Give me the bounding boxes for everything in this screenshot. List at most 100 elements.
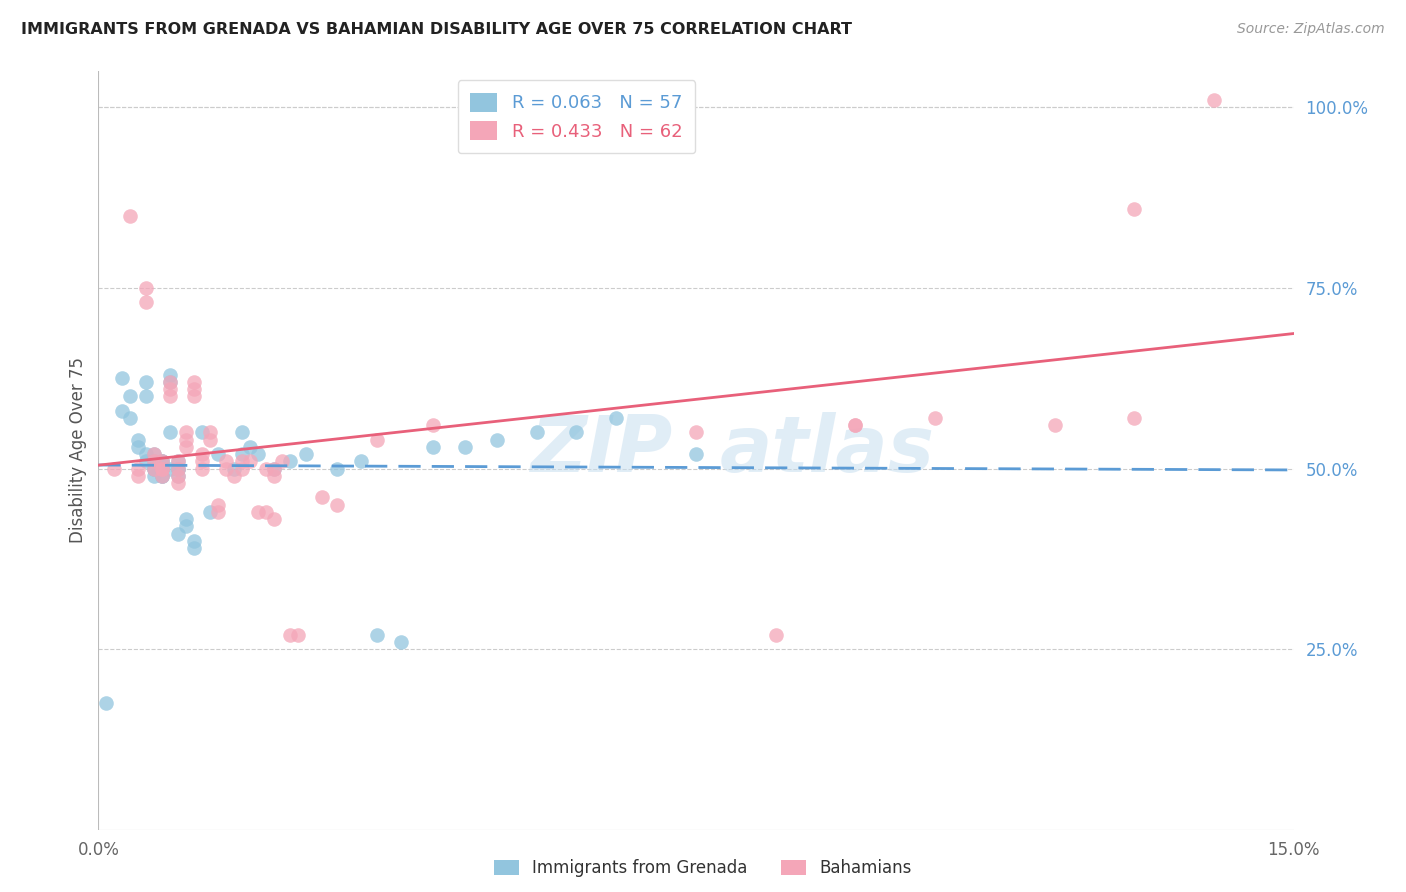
Point: [215, 454, 238, 468]
Point: [198, 433, 221, 447]
Point: [231, 461, 253, 475]
Point: [167, 475, 190, 490]
Point: [222, 468, 245, 483]
Point: [366, 627, 388, 641]
Point: [278, 627, 301, 641]
Point: [143, 461, 166, 475]
Point: [765, 627, 787, 641]
Point: [263, 512, 285, 526]
Point: [254, 505, 277, 519]
Point: [1123, 202, 1146, 216]
Point: [167, 526, 190, 541]
Point: [127, 440, 149, 454]
Point: [222, 461, 245, 475]
Point: [135, 375, 157, 389]
Point: [263, 468, 285, 483]
Point: [174, 440, 197, 454]
Point: [565, 136, 588, 151]
Point: [198, 505, 221, 519]
Point: [183, 533, 205, 548]
Point: [167, 468, 190, 483]
Point: [127, 468, 149, 483]
Point: [159, 382, 181, 396]
Point: [526, 425, 548, 440]
Point: [135, 295, 157, 310]
Point: [239, 454, 262, 468]
Point: [159, 425, 181, 440]
Point: [207, 498, 229, 512]
Point: [143, 461, 166, 475]
Point: [150, 454, 173, 468]
Point: [183, 382, 205, 396]
Point: [150, 454, 173, 468]
Point: [135, 281, 157, 295]
Point: [231, 425, 253, 440]
Point: [844, 418, 866, 433]
Point: [191, 454, 214, 468]
Point: [159, 461, 181, 475]
Point: [215, 461, 238, 475]
Point: [278, 454, 301, 468]
Point: [239, 440, 262, 454]
Point: [183, 389, 205, 403]
Point: [159, 389, 181, 403]
Point: [183, 541, 205, 555]
Point: [127, 433, 149, 447]
Point: [120, 411, 142, 425]
Point: [183, 375, 205, 389]
Point: [167, 454, 190, 468]
Point: [246, 447, 269, 461]
Point: [150, 461, 173, 475]
Text: IMMIGRANTS FROM GRENADA VS BAHAMIAN DISABILITY AGE OVER 75 CORRELATION CHART: IMMIGRANTS FROM GRENADA VS BAHAMIAN DISA…: [21, 22, 852, 37]
Point: [231, 447, 253, 461]
Point: [143, 454, 166, 468]
Legend: R = 0.063   N = 57, R = 0.433   N = 62: R = 0.063 N = 57, R = 0.433 N = 62: [458, 80, 695, 153]
Point: [120, 209, 142, 223]
Point: [167, 454, 190, 468]
Point: [485, 433, 508, 447]
Point: [685, 425, 707, 440]
Point: [143, 468, 166, 483]
Point: [389, 635, 412, 649]
Point: [143, 454, 166, 468]
Point: [366, 433, 388, 447]
Point: [422, 418, 444, 433]
Point: [111, 403, 134, 417]
Point: [326, 498, 349, 512]
Point: [231, 454, 253, 468]
Point: [159, 375, 181, 389]
Point: [263, 461, 285, 475]
Point: [159, 368, 181, 382]
Text: atlas: atlas: [720, 412, 935, 489]
Point: [150, 454, 173, 468]
Point: [135, 389, 157, 403]
Point: [167, 468, 190, 483]
Point: [143, 461, 166, 475]
Y-axis label: Disability Age Over 75: Disability Age Over 75: [69, 358, 87, 543]
Legend: Immigrants from Grenada, Bahamians: Immigrants from Grenada, Bahamians: [488, 853, 918, 884]
Point: [167, 461, 190, 475]
Point: [174, 433, 197, 447]
Point: [270, 454, 292, 468]
Point: [167, 461, 190, 475]
Point: [422, 440, 444, 454]
Point: [167, 461, 190, 475]
Point: [150, 468, 173, 483]
Point: [605, 411, 627, 425]
Point: [150, 468, 173, 483]
Point: [159, 375, 181, 389]
Point: [254, 461, 277, 475]
Point: [174, 519, 197, 533]
Point: [350, 454, 373, 468]
Point: [294, 447, 316, 461]
Point: [174, 425, 197, 440]
Point: [844, 418, 866, 433]
Point: [924, 411, 946, 425]
Point: [103, 461, 125, 475]
Point: [150, 461, 173, 475]
Point: [565, 425, 588, 440]
Point: [150, 461, 173, 475]
Point: [311, 491, 333, 505]
Point: [287, 627, 309, 641]
Point: [150, 468, 173, 483]
